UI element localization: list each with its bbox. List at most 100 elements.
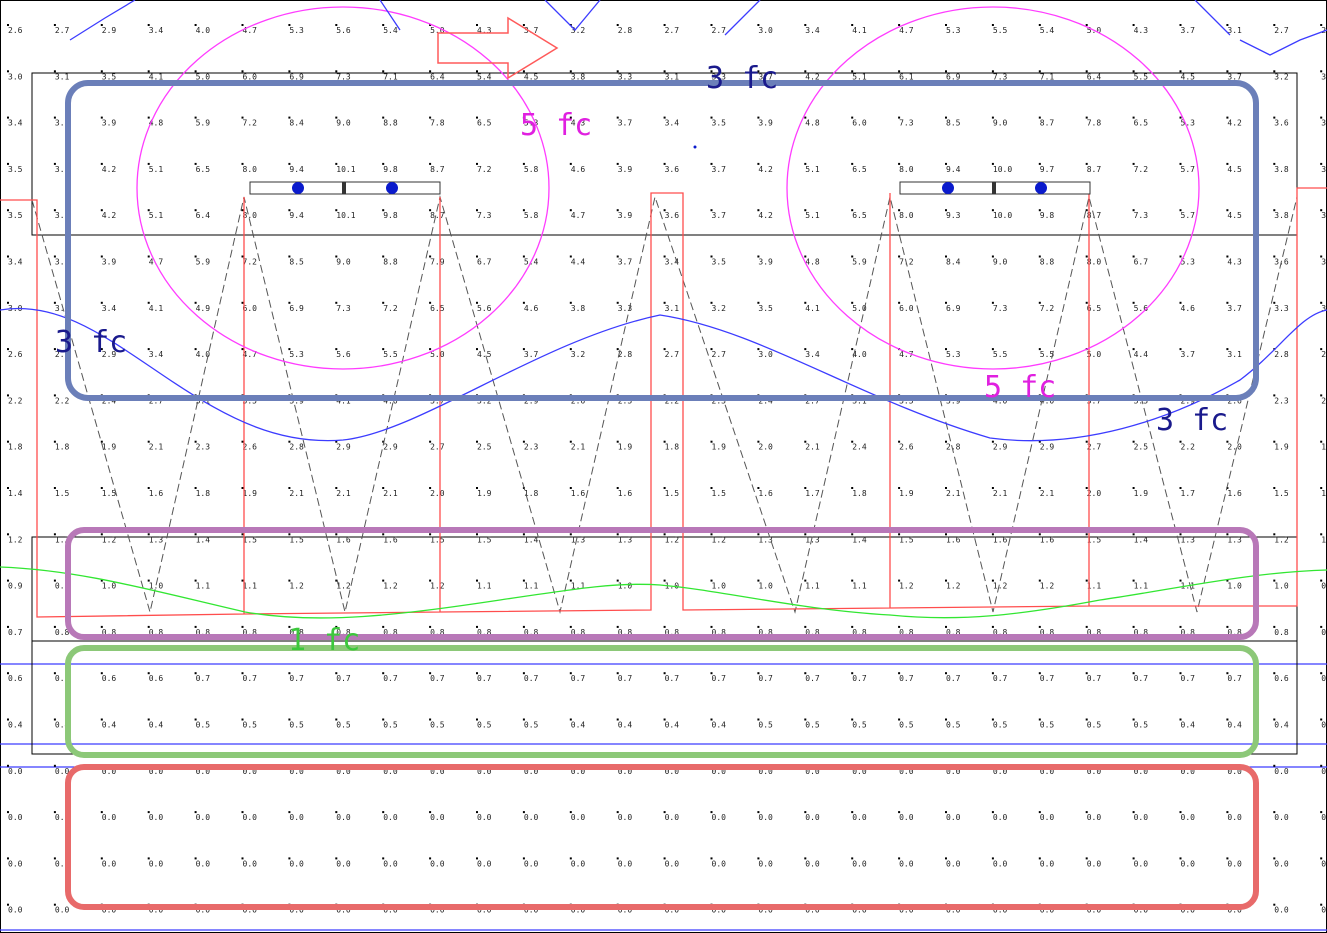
grid-value: 0.0 [758,813,773,822]
grid-point-marker [710,857,713,860]
grid-point-marker [804,301,807,304]
grid-point-marker [147,672,150,675]
grid-value: 7.3 [1134,211,1149,220]
grid-point-marker [1085,162,1088,165]
grid-point-marker [288,70,291,73]
grid-value: 1.3 [1227,535,1242,544]
grid-point-marker [1273,301,1276,304]
grid-point-marker [429,116,432,119]
grid-value: 0.0 [1087,859,1102,868]
grid-value: 1.1 [1087,582,1102,591]
grid-point-marker [1179,440,1182,443]
grid-value: 0.0 [430,859,445,868]
grid-value: 8.8 [383,119,398,128]
grid-value: 2.7 [665,26,680,35]
grid-value: 4.3 [571,119,586,128]
grid-value: 0.6 [8,674,23,683]
grid-point-marker [288,857,291,860]
callout-1fc: 1 fc [288,623,360,658]
grid-point-marker [53,301,56,304]
grid-value: 1.1 [524,582,539,591]
grid-point-marker [476,579,478,582]
grid-value: 0.0 [55,813,70,822]
grid-value: 5.4 [1040,26,1055,35]
grid-point-marker [100,255,103,258]
grid-point-marker [991,857,994,860]
grid-value: 0.5 [1087,721,1102,730]
grid-point-marker [147,301,150,304]
grid-value: 0.0 [289,859,304,868]
grid-point-marker [1320,348,1323,351]
callout-top-3fc: 3 fc [706,61,778,96]
grid-value: 0.0 [665,813,680,822]
grid-point-marker [898,811,901,814]
grid-value: 3.7 [524,26,539,35]
grid-value: 1.6 [1227,489,1242,498]
grid-point-marker [757,625,760,628]
grid-value: 1.5 [1321,489,1327,498]
grid-value: 9.0 [993,119,1008,128]
grid-value: 3.9 [758,119,773,128]
red-zone-outline [65,764,1259,910]
grid-value: 0.0 [946,767,961,776]
grid-point-marker [1132,672,1135,675]
grid-value: 0.4 [712,721,727,730]
grid-point-marker [616,301,619,304]
grid-value: 0.8 [665,628,680,637]
grid-value: 2.7 [430,443,445,452]
grid-value: 6.9 [289,72,304,81]
grid-point-marker [100,625,103,628]
grid-point-marker [53,209,56,212]
grid-point-marker [335,209,338,212]
grid-value: 10.0 [993,165,1012,174]
grid-value: 5.6 [1134,304,1149,313]
grid-point-marker [804,70,807,73]
grid-point-marker [1273,672,1276,675]
grid-point-marker [898,301,901,304]
grid-point-marker [710,440,713,443]
grid-point-marker [757,162,760,165]
grid-point-marker [7,209,9,212]
grid-value: 10.0 [993,211,1012,220]
grid-value: 0.0 [1040,813,1055,822]
grid-value: 0.0 [571,767,586,776]
grid-value: 0.0 [852,906,867,915]
grid-value: 5.0 [1087,350,1102,359]
grid-point-marker [288,625,291,628]
grid-point-marker [569,162,572,165]
grid-point-marker [1179,70,1182,73]
grid-value: 3.1 [55,72,70,81]
grid-value: 1.2 [55,535,70,544]
grid-value: 5.6 [336,350,351,359]
grid-point-marker [241,718,244,721]
grid-point-marker [616,579,619,582]
grid-point-marker [429,209,432,212]
grid-point-marker [851,209,854,212]
grid-value: 0.7 [571,674,586,683]
grid-value: 4.6 [1181,304,1196,313]
grid-value: 1.2 [1274,535,1289,544]
grid-value: 0.7 [430,674,445,683]
grid-point-marker [851,533,854,536]
grid-point-marker [898,162,901,165]
grid-value: 0.8 [1181,628,1196,637]
grid-point-marker [1132,857,1135,860]
grid-point-marker [429,533,432,536]
grid-point-marker [1226,162,1229,165]
grid-value: 0.0 [383,859,398,868]
grid-value: 9.8 [383,165,398,174]
luminaire-joint [992,182,996,194]
grid-value: 0.0 [336,859,351,868]
grid-value: 1.1 [477,582,492,591]
grid-point-marker [194,487,197,489]
grid-point-marker [429,857,432,860]
grid-value: 0.0 [758,906,773,915]
grid-value: 0.0 [1274,906,1289,915]
grid-point-marker [1226,301,1229,304]
grid-point-marker [100,811,103,814]
grid-point-marker [1132,70,1135,73]
grid-value: 0.0 [1321,859,1327,868]
grid-value: 2.3 [1274,396,1289,405]
grid-value: 6.5 [430,304,445,313]
center-marker-dot [693,145,697,149]
